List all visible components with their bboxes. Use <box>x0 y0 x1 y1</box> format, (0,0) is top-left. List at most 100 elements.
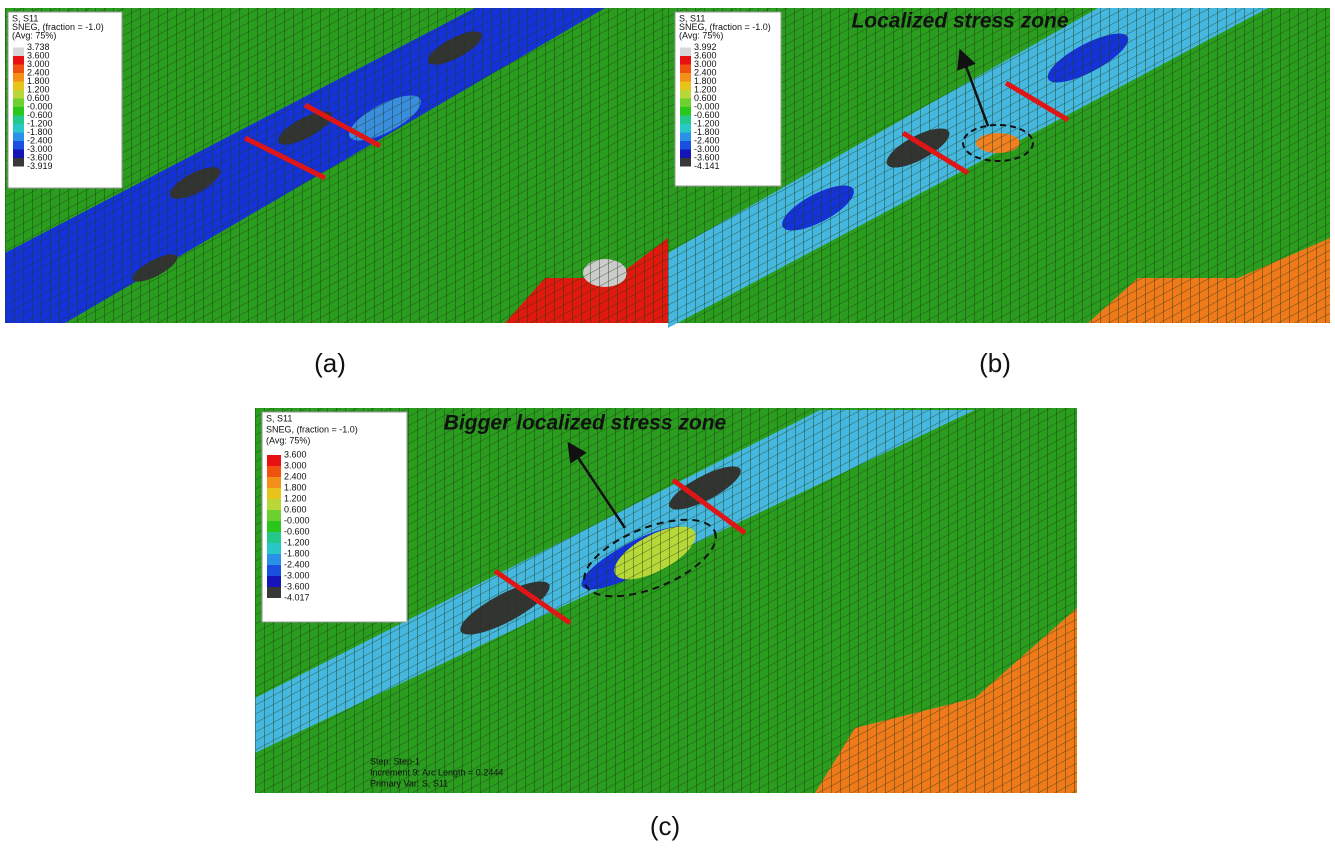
legend-swatch <box>680 149 691 158</box>
legend-value: 1.800 <box>694 76 717 86</box>
legend-swatch <box>13 81 24 90</box>
legend-swatch <box>13 47 24 56</box>
legend-swatch <box>267 576 281 587</box>
legend-title: SNEG, (fraction = -1.0) <box>679 22 771 32</box>
legend-value: 0.600 <box>284 504 307 514</box>
legend-swatch <box>13 90 24 99</box>
legend-value: -1.800 <box>27 127 53 137</box>
legend-value: 2.400 <box>27 67 50 77</box>
legend-value: 3.992 <box>694 42 717 52</box>
legend-value: -1.200 <box>27 118 53 128</box>
legend-value: -3.600 <box>27 152 53 162</box>
legend-value: 1.800 <box>27 76 50 86</box>
legend-swatch <box>680 47 691 56</box>
legend-title: S, S11 <box>266 413 292 423</box>
legend-title: SNEG, (fraction = -1.0) <box>266 424 358 434</box>
legend-title: SNEG, (fraction = -1.0) <box>12 22 104 32</box>
annotation: Localized stress zone <box>851 10 1068 33</box>
legend-value: 3.000 <box>694 59 717 69</box>
legend-value: 1.200 <box>27 84 50 94</box>
legend-swatch <box>267 532 281 543</box>
legend-swatch <box>13 141 24 150</box>
legend-swatch <box>680 56 691 65</box>
legend-swatch <box>13 98 24 107</box>
legend-box <box>674 11 782 187</box>
legend-swatch <box>680 73 691 82</box>
legend-value: -3.000 <box>694 144 720 154</box>
legend-swatch <box>13 115 24 124</box>
legend-value: 3.600 <box>694 50 717 60</box>
legend-swatch <box>267 510 281 521</box>
legend-value: 1.200 <box>694 84 717 94</box>
step-info: Primary Var: S, S11 <box>370 778 448 788</box>
legend-title: S, S11 <box>679 13 705 23</box>
legend-value: -4.017 <box>284 592 310 602</box>
legend-swatch <box>680 132 691 141</box>
legend-value: 3.000 <box>27 59 50 69</box>
legend-swatch <box>13 56 24 65</box>
legend-value: -3.000 <box>27 144 53 154</box>
legend-swatch <box>267 521 281 532</box>
legend-swatch <box>267 565 281 576</box>
legend-value: -3.919 <box>27 161 53 171</box>
legend-swatch <box>13 158 24 167</box>
legend-value: -0.600 <box>27 110 53 120</box>
legend-value: 3.600 <box>284 449 307 459</box>
legend-swatch <box>13 73 24 82</box>
legend-swatch <box>680 98 691 107</box>
panel-label: (c) <box>650 811 680 841</box>
legend-value: -4.141 <box>694 161 720 171</box>
legend-value: 1.200 <box>284 493 307 503</box>
legend-swatch <box>267 499 281 510</box>
legend-swatch <box>680 90 691 99</box>
annotation: Bigger localized stress zone <box>444 412 727 435</box>
legend-value: -1.800 <box>694 127 720 137</box>
legend-swatch <box>267 466 281 477</box>
legend-box <box>7 11 123 189</box>
legend-value: 2.400 <box>284 471 307 481</box>
legend-box <box>261 411 408 623</box>
legend-value: 2.400 <box>694 67 717 77</box>
step-info: Step: Step-1 <box>370 756 420 766</box>
legend-swatch <box>13 64 24 73</box>
legend-value: 3.738 <box>27 42 50 52</box>
legend-swatch <box>680 115 691 124</box>
legend-swatch <box>267 554 281 565</box>
legend-value: 3.600 <box>27 50 50 60</box>
legend-value: 0.600 <box>27 93 50 103</box>
legend-value: -0.600 <box>284 526 310 536</box>
legend-swatch <box>680 81 691 90</box>
legend-value: -0.600 <box>694 110 720 120</box>
legend-title: S, S11 <box>12 13 38 23</box>
legend-swatch <box>680 141 691 150</box>
legend-title: (Avg: 75%) <box>12 30 56 40</box>
legend-swatch <box>267 543 281 554</box>
legend-swatch <box>267 455 281 466</box>
legend-value: -2.400 <box>284 559 310 569</box>
legend-swatch <box>680 124 691 133</box>
legend-value: -1.200 <box>284 537 310 547</box>
legend-swatch <box>267 477 281 488</box>
legend-swatch <box>267 587 281 598</box>
legend-swatch <box>267 488 281 499</box>
legend-value: -2.400 <box>27 135 53 145</box>
panel-label: (b) <box>979 348 1011 378</box>
legend-swatch <box>13 149 24 158</box>
legend-value: -0.000 <box>284 515 310 525</box>
legend-swatch <box>13 132 24 141</box>
legend-value: -3.000 <box>284 570 310 580</box>
legend-value: -0.000 <box>694 101 720 111</box>
legend-value: 0.600 <box>694 93 717 103</box>
legend-value: -0.000 <box>27 101 53 111</box>
legend-swatch <box>680 107 691 116</box>
legend-title: (Avg: 75%) <box>266 435 310 445</box>
legend-swatch <box>13 107 24 116</box>
legend-value: 3.000 <box>284 460 307 470</box>
legend-value: -1.800 <box>284 548 310 558</box>
legend-swatch <box>680 64 691 73</box>
legend-value: -3.600 <box>284 581 310 591</box>
legend-value: -1.200 <box>694 118 720 128</box>
step-info: Increment 9: Arc Length = 0.2444 <box>370 767 503 777</box>
